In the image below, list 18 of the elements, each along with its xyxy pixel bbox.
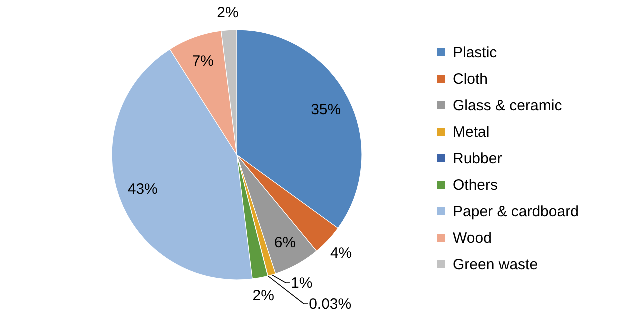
data-label: 43% xyxy=(128,180,158,198)
legend-label: Others xyxy=(453,177,498,194)
data-label: 6% xyxy=(274,234,296,252)
legend-label: Plastic xyxy=(453,44,498,62)
data-label: 2% xyxy=(252,287,274,304)
legend-label: Cloth xyxy=(453,71,488,88)
legend-label: Paper & cardboard xyxy=(453,204,579,220)
data-label: 0.03% xyxy=(309,296,352,313)
data-label: 2% xyxy=(217,4,239,22)
legend-label: Green waste xyxy=(453,256,538,274)
data-label: 4% xyxy=(330,244,352,262)
data-label: 35% xyxy=(311,102,342,119)
data-label: 1% xyxy=(290,275,313,292)
legend-label: Rubber xyxy=(453,150,502,168)
data-label: 7% xyxy=(192,52,214,70)
legend-label: Wood xyxy=(453,230,492,247)
legend-label: Metal xyxy=(453,124,490,141)
legend-label: Glass & ceramic xyxy=(453,98,563,114)
